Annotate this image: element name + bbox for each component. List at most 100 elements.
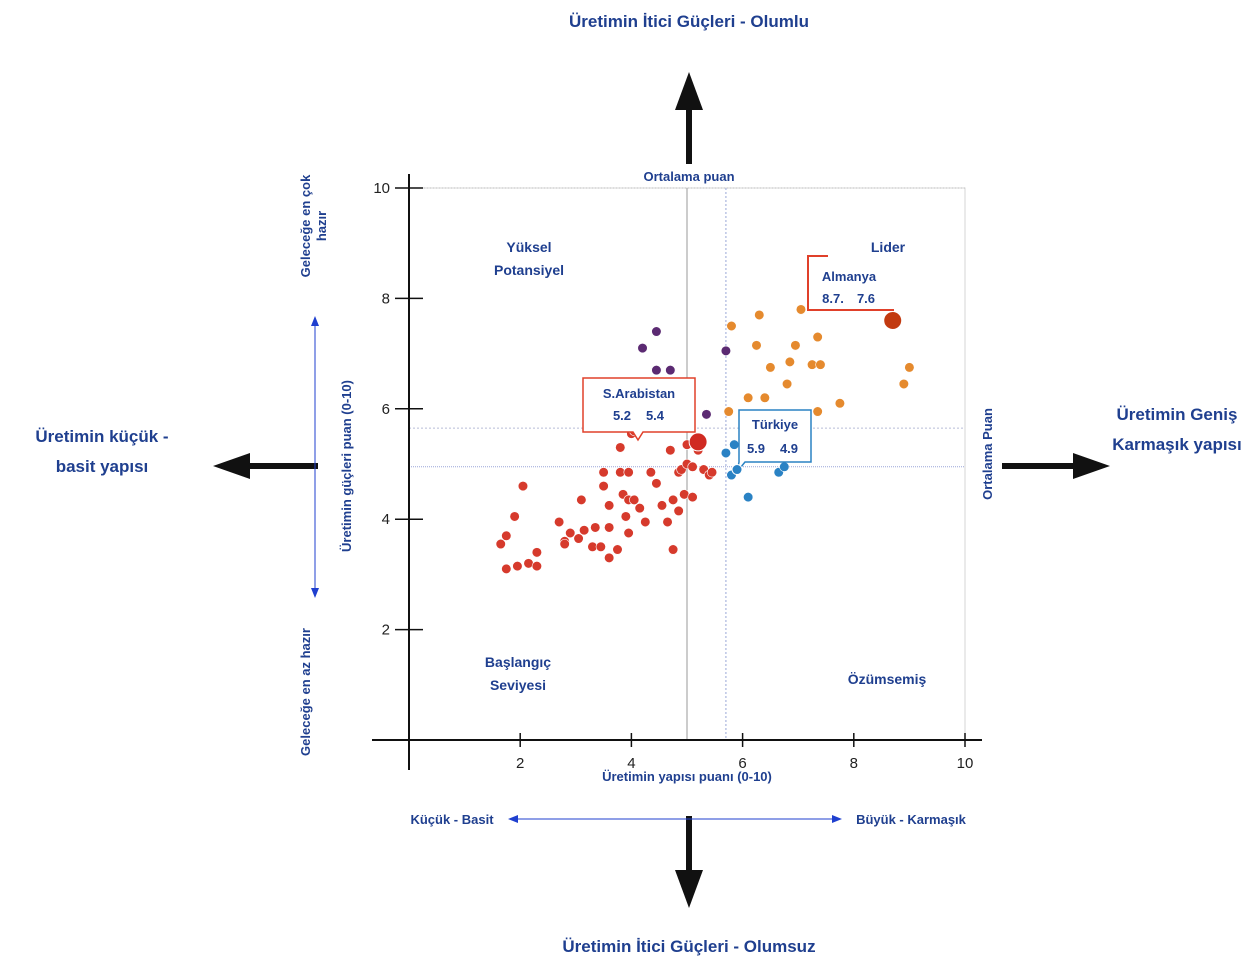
- data-point-orange: [759, 392, 770, 403]
- scale-arrow-x-icon: [508, 815, 842, 823]
- data-point-red: [531, 561, 542, 572]
- quadrant-top-left-line2: Potansiyel: [494, 262, 564, 278]
- data-point-purple: [637, 342, 648, 354]
- data-point-purple: [720, 345, 732, 356]
- data-point-red: [598, 467, 609, 478]
- data-point-red: [501, 563, 512, 574]
- data-point-red: [620, 511, 631, 522]
- data-point-red: [559, 538, 570, 550]
- data-point-orange: [904, 362, 915, 373]
- data-point-purple: [651, 365, 662, 376]
- data-point-orange: [812, 406, 823, 417]
- data-point-orange: [751, 340, 762, 351]
- highlight-point: [731, 464, 743, 476]
- scale-x-low: Küçük - Basit: [410, 812, 494, 827]
- data-point-red: [576, 494, 587, 505]
- arrow-left-icon: [213, 453, 318, 479]
- quadrant-bottom-left-line1: Başlangıç: [485, 654, 551, 670]
- data-point-blue: [729, 439, 740, 450]
- data-point-red: [629, 494, 640, 505]
- quadrant-bottom-right: Özümsemiş: [848, 671, 927, 687]
- data-point-red: [531, 547, 542, 558]
- x-ticks: 2 4 6 8 10: [516, 733, 973, 772]
- data-point-red: [667, 494, 679, 505]
- data-point-red: [706, 467, 718, 478]
- quadrant-top-right: Lider: [871, 239, 906, 255]
- data-point-blue: [779, 461, 790, 472]
- scale-y-high-line2: hazır: [314, 211, 329, 241]
- reference-label-vertical: Ortalama puan: [643, 169, 734, 184]
- highlight-point: [688, 432, 708, 452]
- data-point-red: [554, 516, 565, 528]
- quadrant-top-left-line1: Yüksel: [506, 239, 551, 255]
- data-point-orange: [765, 362, 776, 373]
- x-tick-label: 8: [850, 755, 858, 772]
- callout-germany-border: [807, 255, 894, 318]
- data-point-orange: [795, 304, 807, 315]
- data-point-purple: [665, 365, 676, 376]
- data-point-red: [687, 492, 698, 503]
- data-point-red: [595, 541, 606, 552]
- callout-germany: Almanya 8.7. 7.6: [807, 255, 894, 318]
- title-right-line2: Karmaşık yapısı: [1112, 435, 1241, 454]
- data-point-orange: [781, 378, 793, 390]
- data-point-red: [604, 522, 615, 533]
- data-point-red: [640, 516, 651, 528]
- y-axis-label: Üretimin güçleri puan (0-10): [339, 380, 354, 552]
- data-point-red: [615, 442, 626, 453]
- data-point-red: [512, 561, 523, 572]
- data-point-red: [665, 445, 676, 456]
- callout-saudi-x: 5.2: [613, 408, 631, 423]
- data-point-blue: [743, 492, 754, 503]
- callout-saudi-name: S.Arabistan: [603, 386, 675, 401]
- data-point-red: [673, 505, 684, 517]
- title-left-line2: basit yapısı: [56, 457, 149, 476]
- callout-turkey-name: Türkiye: [752, 417, 798, 432]
- y-tick-label: 10: [373, 180, 390, 197]
- data-point-red: [687, 461, 698, 472]
- y-tick-label: 4: [382, 511, 390, 528]
- data-point-purple: [651, 326, 662, 337]
- x-tick-label: 2: [516, 755, 524, 772]
- scale-y-high-line1: Geleceğe en çok: [298, 174, 313, 277]
- x-tick-label: 10: [957, 755, 974, 772]
- y-tick-label: 6: [382, 401, 390, 418]
- data-point-orange: [754, 309, 765, 321]
- callout-saudi-box: [582, 377, 696, 442]
- arrow-right-icon: [1002, 453, 1110, 479]
- data-point-red: [598, 480, 609, 492]
- data-point-red: [656, 500, 668, 511]
- data-point-red: [573, 533, 584, 544]
- data-point-orange: [784, 356, 795, 367]
- callout-turkey-x: 5.9: [747, 441, 765, 456]
- data-point-red: [604, 500, 615, 511]
- callout-germany-name: Almanya: [822, 269, 877, 284]
- highlight-point: [883, 310, 903, 330]
- reference-label-horizontal: Ortalama Puan: [980, 408, 995, 500]
- data-point-orange: [898, 378, 909, 390]
- data-point-orange: [743, 392, 754, 403]
- callout-turkey: Türkiye 5.9 4.9: [736, 409, 812, 473]
- data-point-red: [651, 478, 662, 489]
- x-tick-label: 6: [738, 755, 746, 772]
- y-tick-label: 2: [382, 622, 390, 639]
- scale-arrow-y-icon: [311, 316, 319, 598]
- data-point-orange: [790, 340, 801, 351]
- data-point-red: [604, 552, 615, 563]
- data-point-orange: [723, 406, 734, 417]
- callout-saudi-y: 5.4: [646, 408, 665, 423]
- data-point-red: [579, 525, 590, 536]
- quadrant-bottom-left-line2: Seviyesi: [490, 677, 546, 693]
- data-point-red: [509, 511, 520, 522]
- arrow-up-icon: [675, 72, 703, 164]
- data-point-red: [634, 503, 645, 514]
- data-point-red: [565, 527, 576, 539]
- data-point-red: [495, 538, 506, 550]
- data-point-red: [623, 467, 634, 478]
- title-top: Üretimin İtici Güçleri - Olumlu: [569, 12, 809, 31]
- data-point-red: [623, 527, 634, 539]
- x-axis-label: Üretimin yapısı puanı (0-10): [602, 769, 772, 784]
- title-left-line1: Üretimin küçük -: [35, 427, 168, 446]
- data-point-orange: [834, 398, 846, 409]
